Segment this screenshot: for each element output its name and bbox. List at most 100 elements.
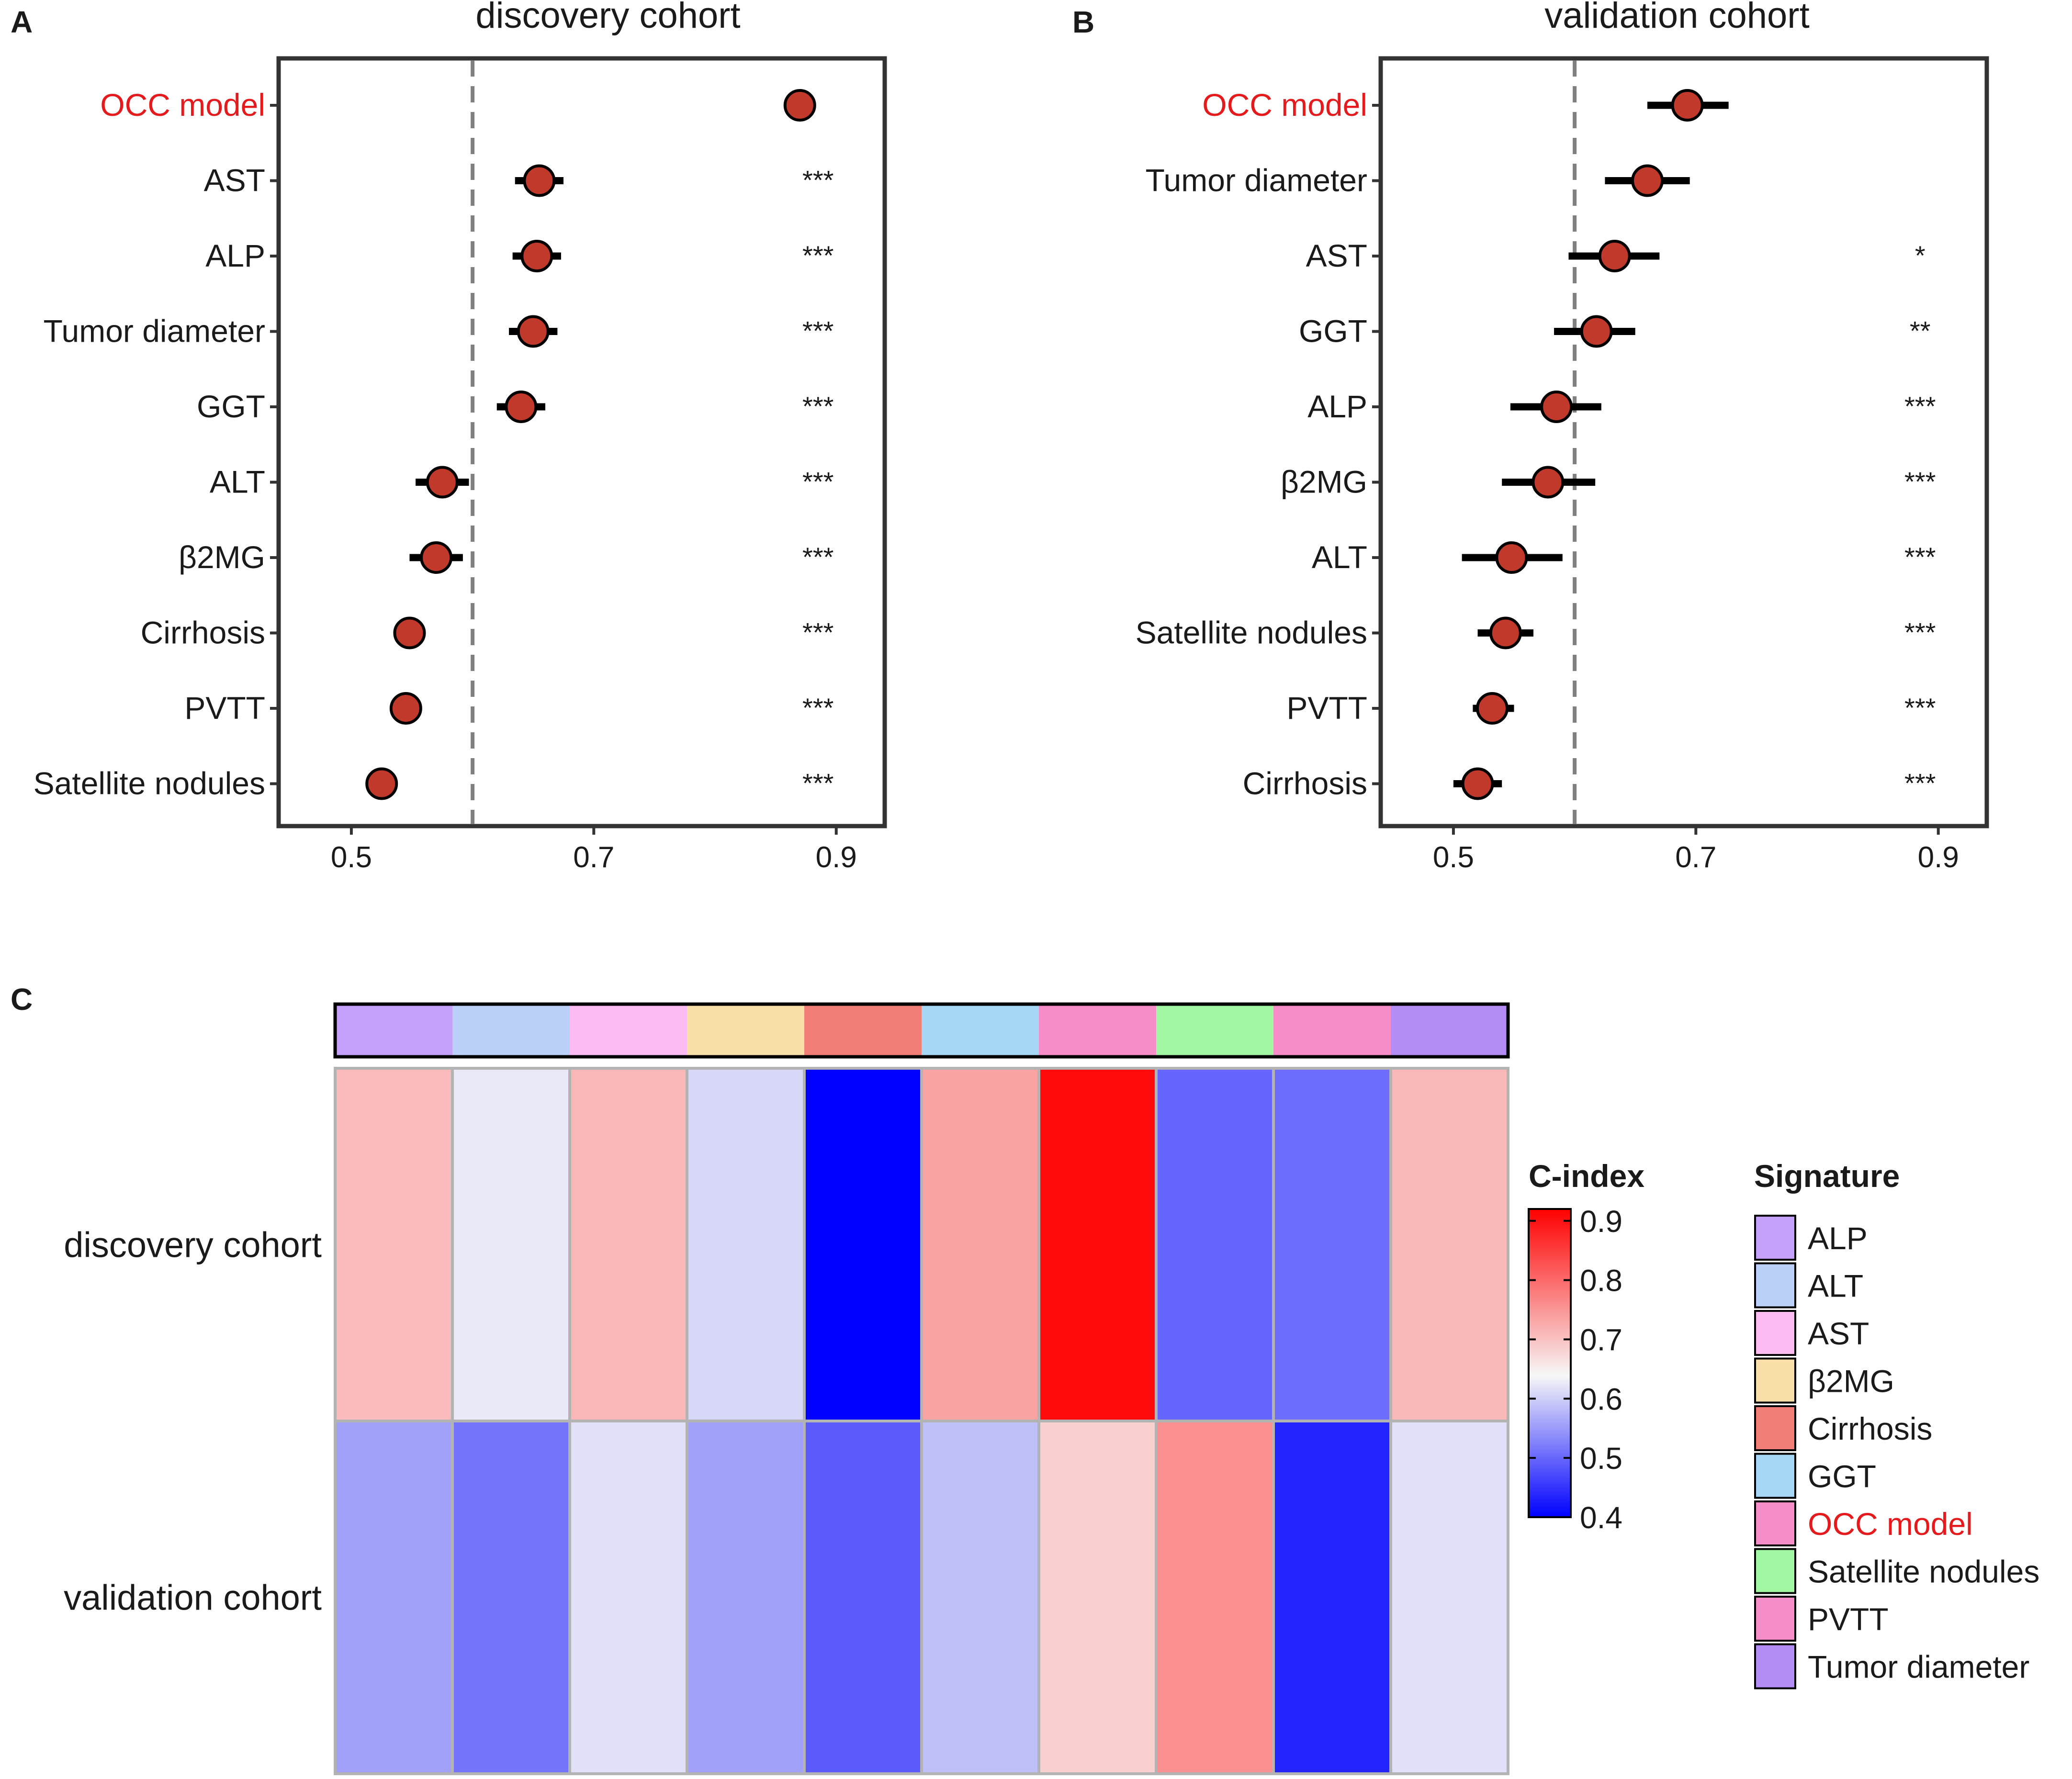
heatmap-cell [334,1420,454,1775]
row-label: Satellite nodules [1136,615,1367,650]
point-estimate [517,315,550,348]
point-estimate [1631,164,1664,197]
significance-label: *** [802,467,833,497]
row-label: GGT [1299,313,1367,349]
annotation-cell [922,1004,1039,1057]
legend-label: GGT [1808,1459,1876,1494]
annotation-cell [1156,1004,1273,1057]
row-label: PVTT [1286,690,1367,726]
panel-label-b: B [1072,5,1094,39]
point-estimate [365,767,398,800]
row-label: Cirrhosis [141,615,265,650]
heatmap-c-index: discovery cohort validation cohort [64,1002,1510,1775]
row-label: AST [204,163,265,198]
point-estimate [1489,616,1522,649]
legend-label: ALP [1808,1220,1868,1256]
row-label: ALP [205,238,265,273]
row-label: OCC model [100,87,265,123]
row-label: ALP [1307,389,1367,424]
heatmap-cell [1155,1420,1275,1775]
color-tick-label: 0.4 [1580,1500,1622,1535]
significance-label: *** [802,768,833,798]
x-tick-label: 0.9 [816,841,857,874]
point-estimate [1580,315,1613,348]
row-label: Tumor diameter [1146,163,1367,198]
annotation-cell [687,1004,804,1057]
row-label: GGT [197,389,265,424]
point-estimate [1531,466,1565,499]
point-estimate [393,616,426,649]
significance-label: *** [802,240,833,270]
legend-swatch [1754,1215,1796,1261]
significance-label: *** [1904,542,1936,572]
point-estimate [1598,240,1631,272]
row-label: ALT [210,464,265,500]
x-tick-label: 0.5 [331,841,372,874]
annotation-cell [1273,1004,1391,1057]
point-estimate [1475,692,1509,725]
row-label: ALT [1312,539,1367,575]
c-index-color-legend: C-index 0.9 0.8 0.7 0.6 0.5 0.4 [1528,1158,1644,1535]
significance-label: *** [1904,617,1936,648]
significance-label: ** [1910,316,1931,346]
point-estimate [520,240,553,272]
significance-label: *** [802,617,833,648]
legend-label: PVTT [1808,1601,1889,1637]
point-estimate [426,466,459,499]
legend-swatch [1754,1310,1796,1356]
heatmap-cell [920,1067,1040,1422]
heatmap-row-label: validation cohort [64,1578,322,1618]
point-estimate [420,541,453,574]
row-label: Tumor diameter [44,313,265,349]
heatmap-cell [1272,1420,1392,1775]
signature-legend: Signature ALP ALT AST β2MG Cirrhosis GGT OCC m… [1754,1158,2039,1689]
legend-swatch [1754,1453,1796,1499]
significance-label: *** [802,316,833,346]
color-tick-label: 0.9 [1580,1204,1622,1239]
point-estimate [1495,541,1528,574]
significance-label: *** [1904,768,1936,798]
x-tick-label: 0.7 [1675,841,1716,874]
row-label: Cirrhosis [1243,766,1367,801]
legend-swatch [1754,1596,1796,1642]
annotation-cell [804,1004,922,1057]
point-estimate [1540,391,1573,423]
heatmap-row-label: discovery cohort [64,1225,322,1265]
row-label: AST [1306,238,1367,273]
color-gradient-bar [1528,1208,1572,1518]
point-estimate [505,391,538,423]
legend-swatch [1754,1405,1796,1451]
legend-swatch [1754,1357,1796,1404]
heatmap-cell [1389,1420,1509,1775]
point-estimate [783,89,816,122]
point-estimate [1671,89,1704,122]
significance-label: *** [1904,467,1936,497]
legend-label: Satellite nodules [1808,1554,2039,1589]
x-tick-label: 0.9 [1918,841,1959,874]
significance-label: * [1915,240,1926,270]
significance-label: *** [802,391,833,421]
heatmap-cell [686,1067,806,1422]
heatmap-cell [568,1420,688,1775]
annotation-cell [452,1004,570,1057]
heatmap-cell [1155,1067,1275,1422]
heatmap-cell [1389,1067,1509,1422]
forest-title: discovery cohort [475,0,740,36]
color-tick-label: 0.7 [1580,1322,1622,1357]
color-tick-label: 0.8 [1580,1264,1622,1298]
plot-frame [276,56,887,828]
heatmap-cell [451,1067,571,1422]
point-estimate [1461,767,1494,800]
signature-legend-title: Signature [1754,1158,1900,1194]
forest-plot-discovery: discovery cohort 0.5 0.7 0.9 OCC model AST **… [34,0,887,874]
row-label: Satellite nodules [34,766,265,801]
legend-swatch [1754,1500,1796,1546]
annotation-frame [333,1002,1510,1059]
annotation-cell [1039,1004,1156,1057]
heatmap-cell [568,1067,688,1422]
row-label: β2MG [1281,464,1367,500]
heatmap-cell [803,1067,923,1422]
color-legend-title: C-index [1529,1158,1644,1194]
heatmap-cell [686,1420,806,1775]
panel-label-c: C [11,982,33,1017]
